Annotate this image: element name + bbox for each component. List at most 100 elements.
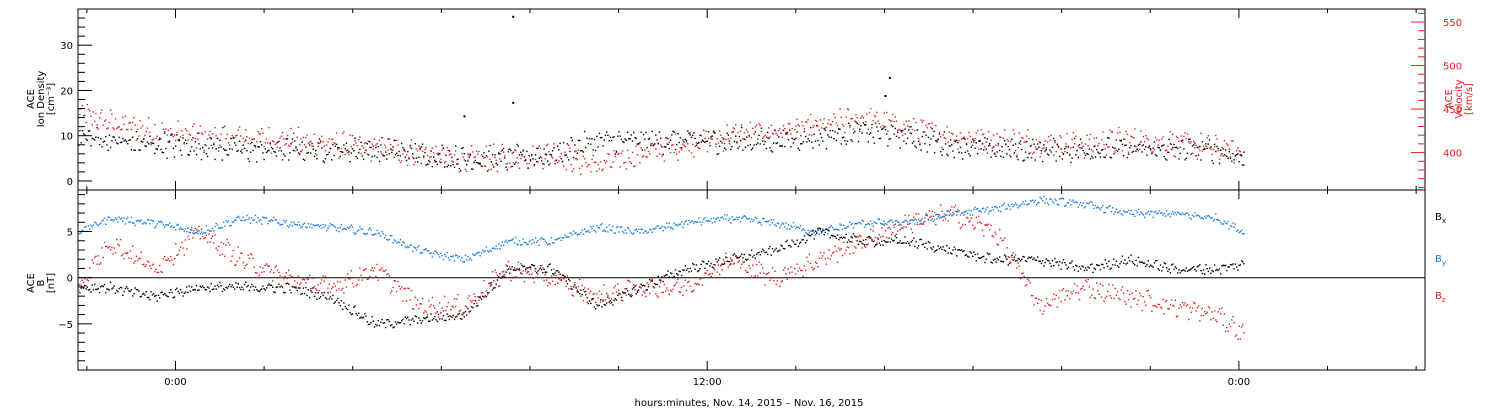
data-point: [205, 289, 208, 291]
data-point: [401, 160, 403, 162]
data-point: [108, 134, 111, 137]
data-point: [225, 149, 227, 151]
data-point: [870, 228, 872, 231]
data-point: [397, 154, 399, 157]
data-point: [1173, 268, 1175, 270]
data-point: [666, 287, 668, 289]
data-point: [1001, 240, 1003, 242]
data-point: [957, 148, 959, 150]
data-point: [349, 278, 351, 280]
data-point: [757, 138, 759, 140]
data-point: [517, 268, 519, 271]
data-point: [849, 126, 851, 128]
data-point: [742, 138, 744, 140]
data-point: [268, 283, 270, 285]
data-point: [1208, 139, 1211, 141]
data-point: [103, 241, 106, 244]
data-point: [1186, 270, 1189, 273]
data-point: [1131, 136, 1133, 138]
data-point: [701, 140, 704, 142]
data-point: [593, 292, 596, 295]
data-point: [1220, 222, 1222, 224]
data-point: [733, 253, 736, 255]
data-point: [491, 164, 494, 166]
data-point: [209, 241, 211, 243]
data-point: [168, 292, 171, 294]
data-point: [161, 151, 163, 153]
data-point: [890, 238, 893, 240]
data-point: [402, 153, 404, 155]
data-point: [828, 119, 830, 121]
data-point: [186, 248, 188, 250]
data-point: [819, 227, 822, 230]
data-point: [834, 116, 836, 119]
data-point: [152, 293, 155, 295]
data-point: [911, 219, 914, 221]
data-point: [90, 224, 92, 226]
data-point: [294, 223, 296, 225]
data-point: [564, 151, 566, 153]
data-point: [609, 136, 612, 138]
data-point: [603, 139, 605, 141]
data-point: [505, 163, 507, 165]
data-point: [269, 271, 271, 273]
data-point: [790, 146, 792, 148]
data-point: [227, 220, 230, 222]
data-point: [424, 151, 426, 154]
data-point: [798, 125, 801, 127]
data-point: [652, 228, 655, 230]
data-point: [98, 117, 101, 119]
data-point: [1156, 259, 1158, 262]
data-point: [974, 227, 976, 229]
data-point: [1211, 269, 1213, 272]
data-point: [1086, 281, 1088, 283]
data-point: [666, 222, 668, 224]
data-point: [1035, 148, 1038, 150]
data-point: [467, 255, 469, 258]
data-point: [690, 291, 693, 293]
data-point: [994, 152, 996, 155]
data-point: [608, 224, 610, 226]
data-point: [486, 250, 489, 252]
data-point: [264, 217, 266, 219]
data-point: [399, 161, 402, 164]
data-point: [726, 124, 728, 126]
data-point: [581, 150, 583, 152]
data-point: [714, 131, 716, 133]
data-point: [344, 148, 346, 150]
data-point: [981, 256, 984, 258]
data-point: [744, 139, 747, 141]
data-point: [443, 295, 446, 298]
data-point: [997, 244, 1000, 246]
data-point: [954, 204, 957, 207]
data-point: [308, 296, 311, 299]
data-point: [450, 255, 452, 258]
data-point: [1127, 153, 1130, 155]
data-point: [957, 211, 959, 213]
data-point: [402, 147, 404, 149]
data-point: [797, 124, 799, 126]
data-point: [1173, 213, 1175, 215]
data-point: [507, 239, 510, 242]
data-point: [152, 142, 155, 145]
data-point: [351, 226, 354, 228]
data-point: [91, 259, 93, 261]
data-point: [377, 232, 379, 234]
data-point: [235, 264, 237, 266]
data-point: [591, 138, 593, 140]
data-point: [265, 263, 268, 265]
data-point: [370, 229, 372, 231]
data-point: [235, 219, 237, 221]
data-point: [1092, 271, 1094, 274]
data-point: [85, 225, 87, 228]
data-point: [719, 273, 721, 276]
data-point: [1113, 147, 1115, 149]
data-point: [700, 141, 702, 143]
data-point: [1234, 223, 1237, 225]
data-point: [193, 289, 195, 291]
data-point: [556, 282, 559, 284]
data-point: [738, 216, 740, 218]
data-point: [899, 147, 901, 149]
data-point: [491, 289, 494, 291]
data-point: [424, 249, 426, 251]
